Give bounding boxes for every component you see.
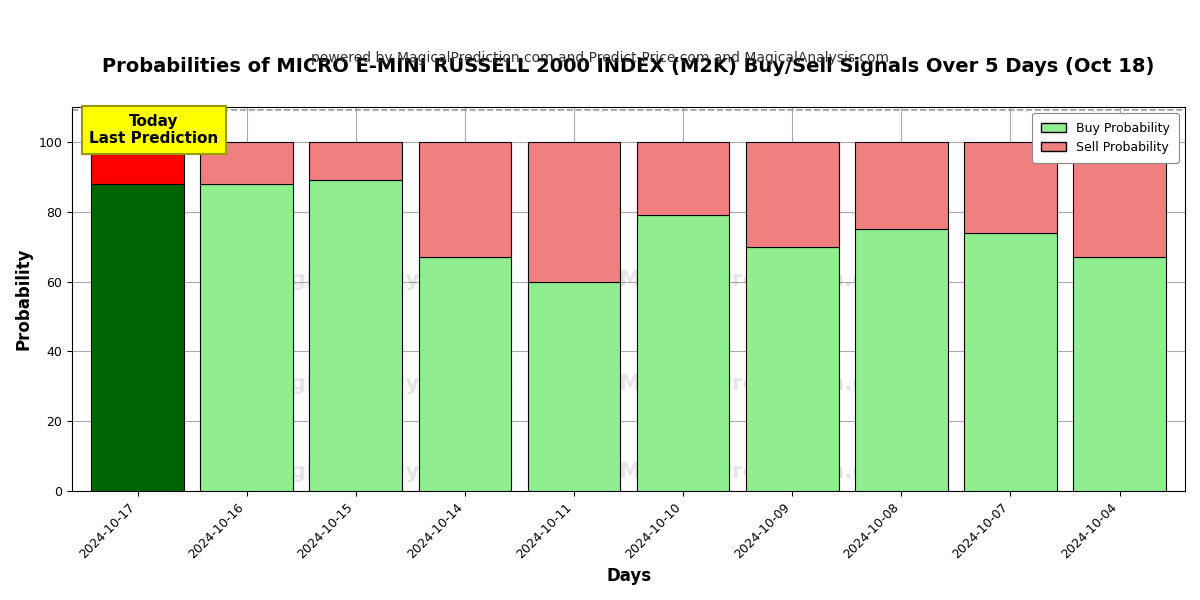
Bar: [854, 229, 948, 491]
Legend: Buy Probability, Sell Probability: Buy Probability, Sell Probability: [1032, 113, 1178, 163]
Bar: [637, 215, 730, 491]
Text: powered by MagicalPrediction.com and Predict-Price.com and MagicalAnalysis.com: powered by MagicalPrediction.com and Pre…: [311, 51, 889, 65]
Y-axis label: Probability: Probability: [16, 248, 34, 350]
Bar: [310, 180, 402, 491]
X-axis label: Days: Days: [606, 567, 652, 585]
Bar: [637, 142, 730, 215]
Bar: [746, 142, 839, 247]
Bar: [746, 247, 839, 491]
Bar: [419, 142, 511, 257]
Title: Probabilities of MICRO E-MINI RUSSELL 2000 INDEX (M2K) Buy/Sell Signals Over 5 D: Probabilities of MICRO E-MINI RUSSELL 20…: [102, 57, 1154, 76]
Bar: [91, 142, 184, 184]
Text: MagicalAnalysis.com: MagicalAnalysis.com: [253, 270, 515, 290]
Bar: [1073, 257, 1166, 491]
Bar: [964, 142, 1057, 233]
Bar: [91, 184, 184, 491]
Text: MagicalAnalysis.com: MagicalAnalysis.com: [253, 374, 515, 394]
Bar: [200, 184, 293, 491]
Bar: [528, 142, 620, 281]
Text: MagicalAnalysis.com: MagicalAnalysis.com: [253, 462, 515, 482]
Text: MagicalPrediction.com: MagicalPrediction.com: [619, 270, 905, 290]
Bar: [528, 281, 620, 491]
Bar: [854, 142, 948, 229]
Bar: [419, 257, 511, 491]
Bar: [200, 142, 293, 184]
Text: MagicalPrediction.com: MagicalPrediction.com: [619, 374, 905, 394]
Bar: [310, 142, 402, 180]
Text: Today
Last Prediction: Today Last Prediction: [89, 114, 218, 146]
Bar: [1073, 142, 1166, 257]
Text: MagicalPrediction.com: MagicalPrediction.com: [619, 462, 905, 482]
Bar: [964, 233, 1057, 491]
